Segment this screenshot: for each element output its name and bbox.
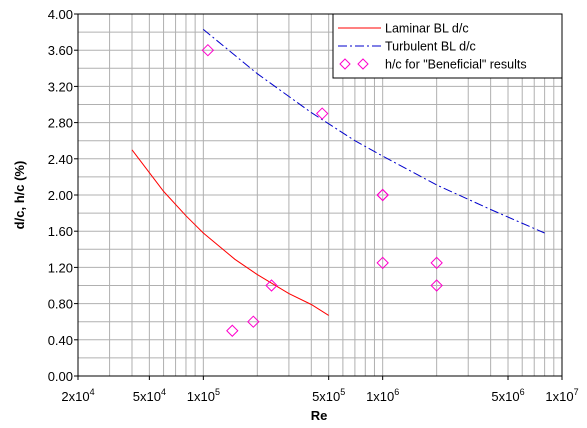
y-tick-label: 0.40 bbox=[48, 333, 73, 348]
x-tick-label: 2x104 bbox=[61, 387, 94, 404]
data-point bbox=[315, 107, 329, 120]
data-point bbox=[376, 188, 389, 202]
axes bbox=[74, 13, 563, 380]
tick-labels: 0.00 0.40 0.80 1.20 1.60 2.00 2.40 2.80 3.20 3.60… bbox=[48, 7, 579, 404]
x-tick-label: 1x106 bbox=[366, 387, 399, 404]
y-tick-label: 2.00 bbox=[48, 188, 73, 203]
data-point bbox=[430, 256, 443, 270]
legend-box bbox=[332, 13, 563, 79]
laminar-line bbox=[131, 149, 329, 316]
y-tick-label: 2.80 bbox=[48, 116, 73, 131]
legend-label: Turbulent BL d/c bbox=[385, 40, 476, 54]
x-tick-label: 1x105 bbox=[187, 387, 220, 404]
y-tick-label: 3.20 bbox=[48, 79, 73, 94]
x-tick-label: 5x104 bbox=[133, 387, 166, 404]
data-point bbox=[265, 279, 278, 292]
data-point bbox=[376, 256, 389, 270]
turbulent-line bbox=[202, 29, 545, 234]
y-tick-label: 3.60 bbox=[48, 43, 73, 58]
x-tick-label: 5x105 bbox=[312, 387, 345, 404]
x-axis-title: Re bbox=[311, 408, 328, 423]
data-point bbox=[201, 43, 215, 57]
y-tick-label: 0.80 bbox=[48, 297, 73, 312]
y-tick-label: 1.60 bbox=[48, 224, 73, 239]
legend-swatch bbox=[357, 58, 369, 70]
y-tick-label: 2.40 bbox=[48, 152, 73, 167]
legend-label: Laminar BL d/c bbox=[385, 22, 469, 36]
legend: Laminar BL d/c Turbulent BL d/c h/c for "B… bbox=[332, 13, 563, 79]
data-point bbox=[430, 279, 443, 292]
legend-label: h/c for "Beneficial" results bbox=[385, 58, 527, 72]
y-axis-title: d/c, h/c (%) bbox=[12, 161, 27, 230]
x-tick-label: 1x107 bbox=[545, 387, 578, 404]
legend-swatch bbox=[339, 58, 351, 70]
data-point bbox=[226, 324, 239, 337]
y-tick-label: 1.20 bbox=[48, 260, 73, 275]
y-tick-label: 0.00 bbox=[48, 369, 73, 384]
y-tick-label: 4.00 bbox=[48, 7, 73, 22]
series bbox=[131, 29, 545, 337]
data-point bbox=[247, 315, 260, 328]
x-tick-label: 5x106 bbox=[491, 387, 524, 404]
